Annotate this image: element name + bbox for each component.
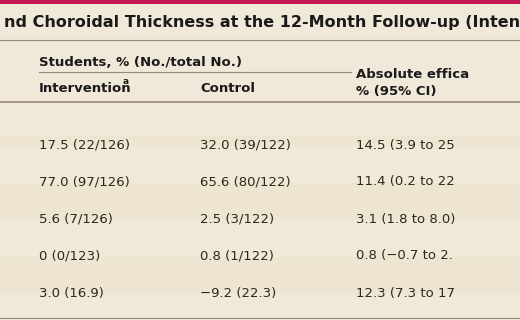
Text: Students, % (No./total No.): Students, % (No./total No.) (39, 55, 242, 68)
Text: 0.8 (1/122): 0.8 (1/122) (200, 250, 274, 262)
Text: 12.3 (7.3 to 17: 12.3 (7.3 to 17 (356, 286, 455, 300)
Text: 17.5 (22/126): 17.5 (22/126) (39, 139, 130, 151)
Bar (0, 146, 520, 183)
Text: 14.5 (3.9 to 25: 14.5 (3.9 to 25 (356, 139, 455, 151)
Text: 2.5 (3/122): 2.5 (3/122) (200, 212, 275, 226)
Text: 3.0 (16.9): 3.0 (16.9) (39, 286, 104, 300)
Text: −9.2 (22.3): −9.2 (22.3) (200, 286, 277, 300)
Text: 0.8 (−0.7 to 2.: 0.8 (−0.7 to 2. (356, 250, 453, 262)
Text: 77.0 (97/126): 77.0 (97/126) (39, 175, 130, 188)
Text: a: a (123, 77, 129, 86)
Text: 65.6 (80/122): 65.6 (80/122) (200, 175, 291, 188)
Text: 3.1 (1.8 to 8.0): 3.1 (1.8 to 8.0) (356, 212, 456, 226)
Bar (0, 220, 520, 257)
Bar (0, 257, 520, 294)
Bar (0, 0, 520, 4)
Text: % (95% CI): % (95% CI) (356, 84, 437, 98)
Text: 32.0 (39/122): 32.0 (39/122) (200, 139, 291, 151)
Bar (0, 183, 520, 220)
Text: 11.4 (0.2 to 22: 11.4 (0.2 to 22 (356, 175, 455, 188)
Bar (0, 40, 520, 135)
Text: 0 (0/123): 0 (0/123) (39, 250, 100, 262)
Text: 5.6 (7/126): 5.6 (7/126) (39, 212, 113, 226)
Text: Intervention: Intervention (39, 82, 132, 94)
Text: Absolute effica: Absolute effica (356, 68, 470, 82)
Text: Control: Control (200, 82, 255, 94)
Bar (0, 109, 520, 146)
Bar (0, 4, 520, 40)
Text: nd Choroidal Thickness at the 12-Month Follow-up (Intention-: nd Choroidal Thickness at the 12-Month F… (4, 14, 520, 29)
